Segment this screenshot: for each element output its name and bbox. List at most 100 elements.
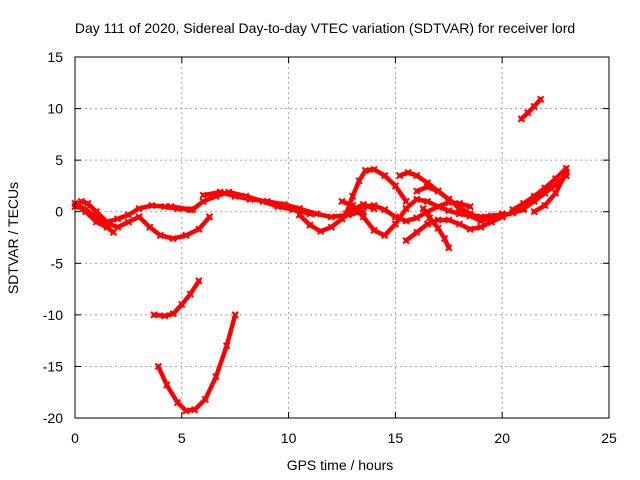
data-point: [423, 183, 432, 191]
y-tick-label: -5: [51, 255, 64, 271]
data-point: [348, 192, 357, 200]
data-point: [124, 218, 133, 226]
data-point: [536, 95, 545, 103]
data-point: [295, 204, 303, 213]
data-point: [370, 165, 378, 174]
data-point: [178, 300, 186, 309]
data-point: [370, 226, 378, 234]
y-tick-label: -20: [43, 410, 63, 426]
data-point: [381, 205, 389, 214]
data-point: [413, 228, 421, 237]
y-tick-label: -15: [43, 358, 63, 374]
data-point: [423, 220, 432, 228]
x-tick-label: 5: [178, 430, 186, 446]
data-point: [359, 202, 368, 211]
data-point: [182, 407, 190, 415]
data-point: [455, 204, 464, 213]
data-point: [103, 223, 111, 231]
series-line-arc-16: [531, 170, 569, 214]
data-point: [445, 216, 453, 224]
x-tick-label: 15: [388, 430, 404, 446]
plot-border: [74, 56, 610, 419]
data-point: [114, 215, 122, 223]
data-point: [445, 244, 453, 252]
data-point: [173, 398, 182, 407]
data-point: [312, 210, 321, 218]
data-point: [190, 406, 199, 414]
data-point: [109, 228, 118, 237]
data-point: [402, 236, 410, 245]
data-point: [212, 373, 220, 381]
data-point: [205, 213, 214, 221]
data-point: [338, 197, 346, 206]
data-point: [498, 212, 506, 220]
data-point: [524, 108, 532, 117]
data-point: [541, 201, 549, 210]
data-point: [327, 213, 336, 221]
data-point: [195, 225, 203, 233]
data-point: [124, 211, 133, 219]
data-point: [530, 102, 538, 111]
data-point: [551, 189, 560, 197]
data-point: [402, 197, 410, 206]
y-tick-label: 0: [55, 204, 63, 220]
data-point: [163, 381, 171, 389]
data-point: [434, 216, 442, 224]
data-point: [231, 311, 239, 319]
data-point: [517, 115, 526, 123]
data-point: [348, 208, 357, 216]
data-point: [306, 221, 314, 229]
data-point: [169, 310, 177, 318]
series-line-arc-17: [519, 97, 543, 122]
data-point: [186, 290, 195, 298]
data-point: [413, 214, 421, 222]
data-point: [402, 204, 410, 213]
x-tick-label: 25: [601, 430, 617, 446]
data-point: [161, 312, 169, 320]
data-point: [434, 187, 442, 195]
x-tick-label: 20: [494, 430, 510, 446]
data-point: [92, 218, 101, 226]
series-line-arc-12: [403, 214, 505, 243]
data-point: [381, 231, 389, 240]
plot-frame: [74, 56, 610, 419]
data-point: [425, 214, 434, 222]
chart-title: Day 111 of 2020, Sidereal Day-to-day VTE…: [75, 20, 575, 36]
data-point: [404, 168, 412, 177]
data-point: [487, 213, 496, 221]
data-point: [231, 192, 239, 200]
series-line-arc-19: [156, 312, 238, 414]
data-point: [445, 195, 453, 204]
data-point: [455, 220, 464, 228]
x-tick-label: 0: [71, 430, 79, 446]
data-point: [466, 212, 474, 220]
data-point: [413, 195, 421, 204]
data-point: [402, 217, 410, 225]
data-point: [391, 182, 400, 190]
data-point: [413, 171, 421, 180]
data-point: [169, 234, 177, 243]
data-point: [530, 192, 538, 200]
data-point: [466, 225, 474, 233]
data-point: [551, 175, 560, 183]
data-point: [519, 199, 528, 208]
data-point: [135, 204, 143, 213]
data-point: [199, 197, 207, 206]
data-point: [361, 166, 370, 175]
data-point: [84, 199, 92, 208]
y-tick-label: 10: [47, 101, 63, 117]
data-point: [434, 224, 442, 232]
data-point: [135, 213, 143, 221]
data-point: [154, 362, 163, 371]
y-tick-label: 15: [47, 49, 63, 65]
data-point: [391, 213, 400, 221]
data-point: [359, 213, 368, 221]
series-line-arc-18: [151, 278, 202, 319]
data-point: [541, 184, 549, 192]
data-point: [477, 223, 485, 231]
data-point: [222, 342, 231, 350]
x-tick-label: 10: [281, 430, 297, 446]
tick-labels: 0 5 10 15 20 25 -20 -15 -10 -5 0 5 10 15: [43, 49, 617, 446]
data-point: [509, 205, 517, 214]
data-point: [348, 201, 357, 210]
